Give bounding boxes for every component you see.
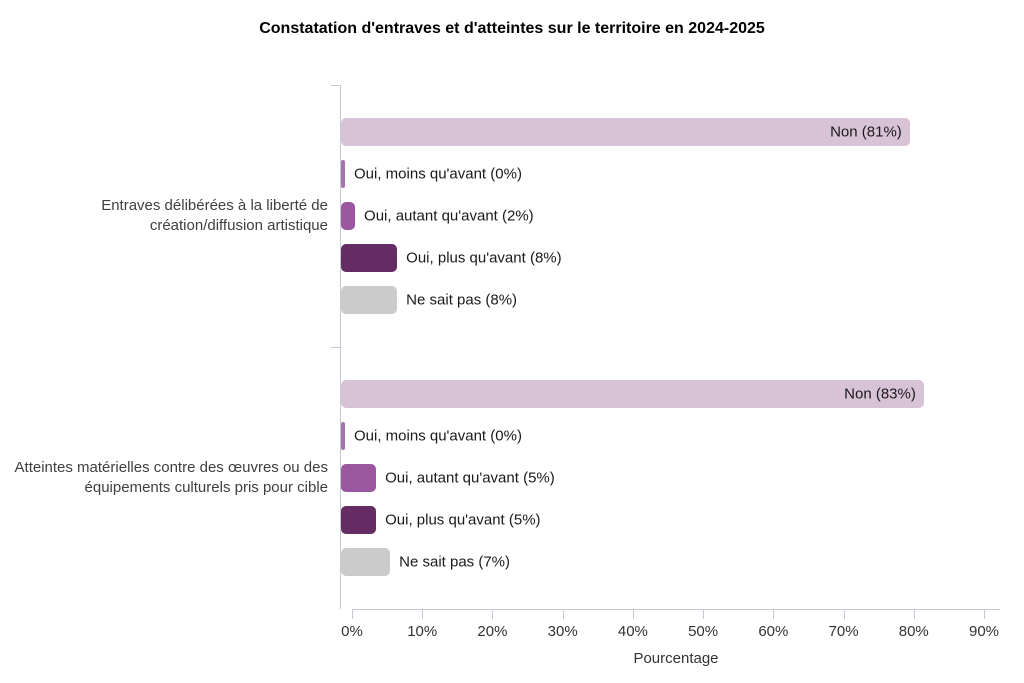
category-label: Atteintes matérielles contre des œuvres … — [14, 458, 328, 496]
bar-ne_sait_pas — [341, 548, 391, 576]
x-axis-tick — [492, 610, 494, 619]
x-axis-tick — [352, 610, 353, 619]
bar-row: Non (83%) — [341, 380, 988, 408]
x-axis-tick — [773, 610, 775, 619]
x-axis-tick — [984, 610, 985, 619]
facet-group: Entraves délibérées à la liberté de créa… — [0, 85, 1000, 347]
bar-non — [341, 380, 924, 408]
bar-plus — [341, 506, 377, 534]
facet-panel: Non (83%) Oui, moins qu'avant (0%) Oui, au… — [331, 347, 988, 609]
bar-row: Non (81%) — [341, 118, 988, 146]
x-axis-tick-label: 50% — [688, 623, 719, 640]
bar-autant — [341, 202, 356, 230]
bar-value-label: Oui, plus qu'avant (5%) — [385, 511, 541, 529]
y-axis-tick — [331, 347, 341, 348]
bar-value-label: Ne sait pas (7%) — [399, 553, 511, 571]
x-axis-tick-label: 30% — [547, 623, 578, 640]
bar-value-label: Ne sait pas (8%) — [406, 291, 518, 309]
bar-moins — [341, 160, 345, 188]
x-axis-tick — [422, 610, 424, 619]
x-axis-tick-label: 90% — [968, 623, 1000, 640]
bar-value-label: Oui, moins qu'avant (0%) — [354, 165, 522, 183]
bar-row: Oui, autant qu'avant (5%) — [341, 464, 988, 492]
bar-moins — [341, 422, 345, 450]
chart-title: Constatation d'entraves et d'atteintes s… — [259, 20, 765, 37]
category-label: Entraves délibérées à la liberté de créa… — [101, 196, 328, 234]
x-axis-tick — [632, 610, 634, 619]
x-axis-tick — [843, 610, 845, 619]
x-axis-title: Pourcentage — [633, 650, 719, 667]
bar-row: Ne sait pas (7%) — [341, 548, 988, 576]
bar-value-label: Oui, moins qu'avant (0%) — [354, 427, 522, 445]
x-axis-tick — [703, 610, 705, 619]
bar-value-label: Oui, autant qu'avant (2%) — [364, 207, 534, 225]
bar-value-label: Oui, autant qu'avant (5%) — [385, 469, 555, 487]
bar-autant — [341, 464, 377, 492]
facet-group: Atteintes matérielles contre des œuvres … — [0, 347, 1000, 609]
bar-value-label: Non (81%) — [830, 123, 902, 141]
bar-plus — [341, 244, 398, 272]
bar-ne_sait_pas — [341, 286, 398, 314]
x-axis: 0% 10% 20% 30% 40% 50% 60% 70% 80% 90% — [341, 609, 1000, 640]
x-axis-tick-label: 60% — [758, 623, 789, 640]
x-axis-tick-label: 70% — [828, 623, 859, 640]
x-axis-tick — [913, 610, 915, 619]
bar-row: Oui, autant qu'avant (2%) — [341, 202, 988, 230]
bar-value-label: Oui, plus qu'avant (8%) — [406, 249, 562, 267]
bar-row: Oui, moins qu'avant (0%) — [341, 422, 988, 450]
bar-row: Ne sait pas (8%) — [341, 286, 988, 314]
x-axis-tick — [562, 610, 564, 619]
bar-row: Oui, moins qu'avant (0%) — [341, 160, 988, 188]
plot-area: Entraves délibérées à la liberté de créa… — [0, 85, 1000, 609]
bar-non — [341, 118, 910, 146]
x-axis-tick-label: 20% — [477, 623, 508, 640]
y-axis-tick — [331, 85, 341, 86]
x-axis-tick-label: 80% — [898, 623, 929, 640]
facet-panel: Non (81%) Oui, moins qu'avant (0%) Oui, au… — [331, 85, 988, 347]
x-axis-tick-label: 10% — [407, 623, 438, 640]
bar-value-label: Non (83%) — [844, 385, 916, 403]
x-axis-tick-label: 40% — [617, 623, 648, 640]
x-axis-tick-label: 0% — [341, 623, 363, 640]
bar-row: Oui, plus qu'avant (5%) — [341, 506, 988, 534]
bar-row: Oui, plus qu'avant (8%) — [341, 244, 988, 272]
